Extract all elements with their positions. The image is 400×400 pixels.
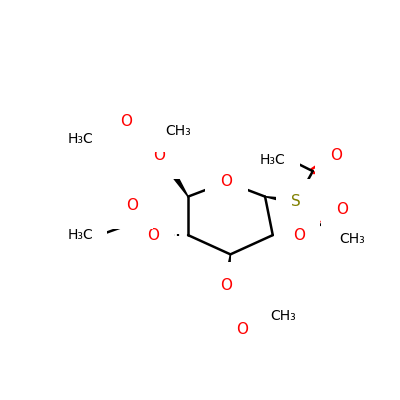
Text: CH₃: CH₃ (270, 309, 296, 323)
Text: O: O (236, 322, 248, 336)
Text: O: O (120, 114, 132, 130)
Text: O: O (126, 198, 138, 213)
Text: O: O (336, 202, 348, 217)
Text: O: O (220, 174, 232, 190)
Text: H₃C: H₃C (260, 153, 286, 167)
Text: H₃C: H₃C (68, 228, 93, 242)
Text: H₃C: H₃C (68, 132, 93, 146)
Text: CH₃: CH₃ (165, 124, 191, 138)
Polygon shape (170, 171, 188, 197)
Polygon shape (265, 197, 296, 205)
Text: CH₃: CH₃ (340, 232, 366, 246)
Text: O: O (147, 228, 159, 243)
Text: O: O (293, 228, 305, 243)
Text: O: O (330, 148, 342, 163)
Polygon shape (224, 254, 230, 286)
Text: O: O (220, 278, 232, 293)
Text: O: O (153, 148, 165, 163)
Text: S: S (291, 194, 301, 210)
